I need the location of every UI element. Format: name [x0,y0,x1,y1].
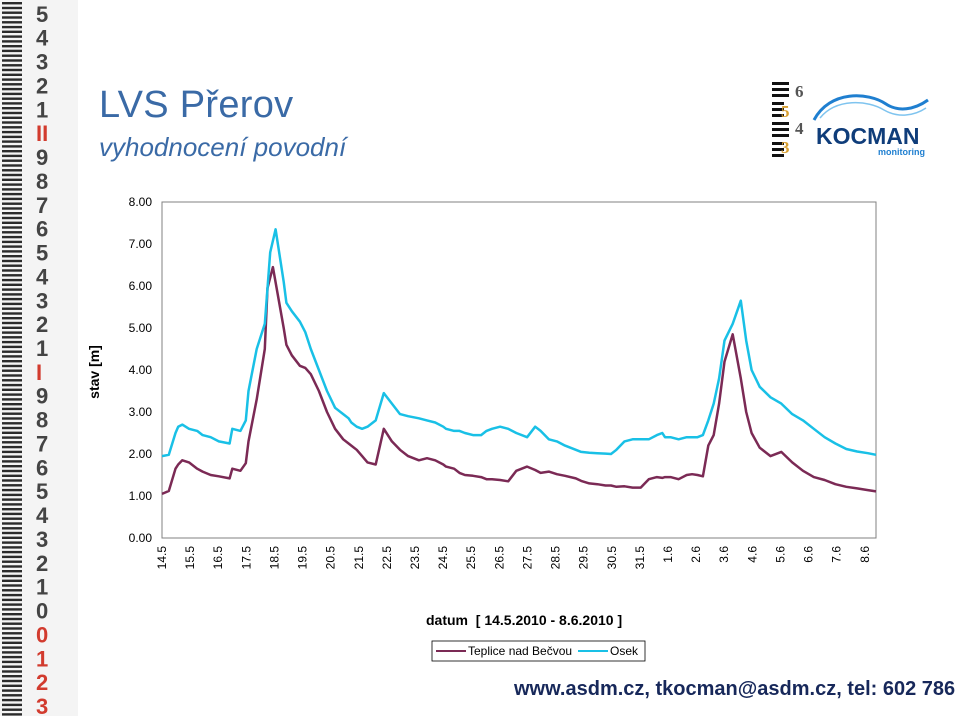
y-tick-label: 4.00 [129,363,153,377]
ruler-digit: 1 [36,575,48,600]
x-tick-label: 8.6 [858,546,872,563]
ruler-digit: 0 [36,622,48,647]
x-tick-label: 21.5 [352,546,366,570]
x-tick-label: 20.5 [324,546,338,570]
legend-label-teplice: Teplice nad Bečvou [468,644,572,658]
x-tick-label: 28.5 [549,546,563,570]
x-tick-label: 17.5 [239,546,253,570]
legend: Teplice nad Bečvou Osek [431,640,646,662]
ruler-digit: 1 [36,336,48,361]
ruler-digit: 9 [36,145,48,170]
y-tick-label: 6.00 [129,279,153,293]
ruler-digit: 8 [36,169,48,194]
x-tick-label: 5.6 [773,546,787,563]
x-tick-label: 25.5 [464,546,478,570]
logo-digit-4: 4 [795,119,804,138]
ruler-digit: 7 [36,193,48,218]
ruler-digit: 6 [36,217,48,242]
ruler-digit: II [36,121,48,146]
contact-footer: www.asdm.cz, tkocman@asdm.cz, tel: 602 7… [514,678,960,700]
logo-digit-6: 6 [795,82,804,101]
ruler-digit: 5 [36,241,48,266]
ruler-digit: 3 [36,50,48,75]
logo-digit-5: 5 [781,102,790,121]
y-tick-label: 0.00 [129,531,153,545]
x-tick-label: 3.6 [717,546,731,563]
x-tick-label: 4.6 [745,546,759,563]
x-tick-label: 23.5 [408,546,422,570]
y-tick-label: 1.00 [129,489,153,503]
x-tick-label: 16.5 [211,546,225,570]
legend-box [431,640,646,662]
ruler-digit: 2 [36,312,48,337]
logo-bars [772,82,789,157]
ruler-digit: 6 [36,455,48,480]
page-subtitle: vyhodnocení povodní [99,132,347,162]
x-tick-label: 24.5 [436,546,450,570]
x-tick-label: 15.5 [183,546,197,570]
x-tick-label: 31.5 [633,546,647,570]
series-line-osek [161,228,877,458]
logo-wave-icon [812,94,929,121]
logo-digit-3: 3 [781,138,790,157]
ruler-digit: 4 [36,264,49,289]
ruler-digit: I [36,360,42,385]
legend-label-osek: Osek [610,644,639,658]
x-tick-label: 26.5 [492,546,506,570]
x-tick-label: 14.5 [155,546,169,570]
x-tick-label: 19.5 [296,546,310,570]
x-tick-label: 1.6 [661,546,675,563]
ruler-digit: 1 [36,646,48,671]
ruler-digit: 0 [36,599,48,624]
x-tick-label: 7.6 [830,546,844,563]
ruler-digit: 1 [36,97,48,122]
ruler-digit: 3 [36,288,48,313]
y-axis-label: stav [m] [86,345,102,399]
y-tick-label: 2.00 [129,447,153,461]
ruler-digit: 4 [36,503,49,528]
page-title: LVS Přerov [99,84,294,126]
ruler-digit: 9 [36,384,48,409]
x-tick-label: 2.6 [689,546,703,563]
y-tick-label: 5.00 [129,321,153,335]
ruler-digit: 5 [36,479,48,504]
ruler-digit: 2 [36,74,48,99]
kocman-logo: 6 5 4 3 KOCMAN monitoring [772,82,929,157]
x-tick-label: 29.5 [577,546,591,570]
ruler-digit: 2 [36,551,48,576]
y-tick-label: 7.00 [129,237,153,251]
x-tick-label: 30.5 [605,546,619,570]
ruler-digit: 7 [36,432,48,457]
ruler-digit: 2 [36,670,48,695]
ruler-digit: 5 [36,2,48,27]
logo-tagline: monitoring [878,147,925,157]
y-tick-label: 8.00 [129,195,153,209]
x-tick-label: 22.5 [380,546,394,570]
ruler-digit: 3 [36,694,48,716]
x-tick-label: 18.5 [267,546,281,570]
logo-brand-name: KOCMAN [816,123,920,149]
ruler-digit: 4 [36,26,49,51]
ruler-digit: 3 [36,527,48,552]
x-tick-label: 27.5 [520,546,534,570]
y-tick-label: 3.00 [129,405,153,419]
x-axis-label: datum [ 14.5.2010 - 8.6.2010 ] [426,612,622,628]
x-tick-label: 6.6 [802,546,816,563]
ruler-digit: 8 [36,408,48,433]
